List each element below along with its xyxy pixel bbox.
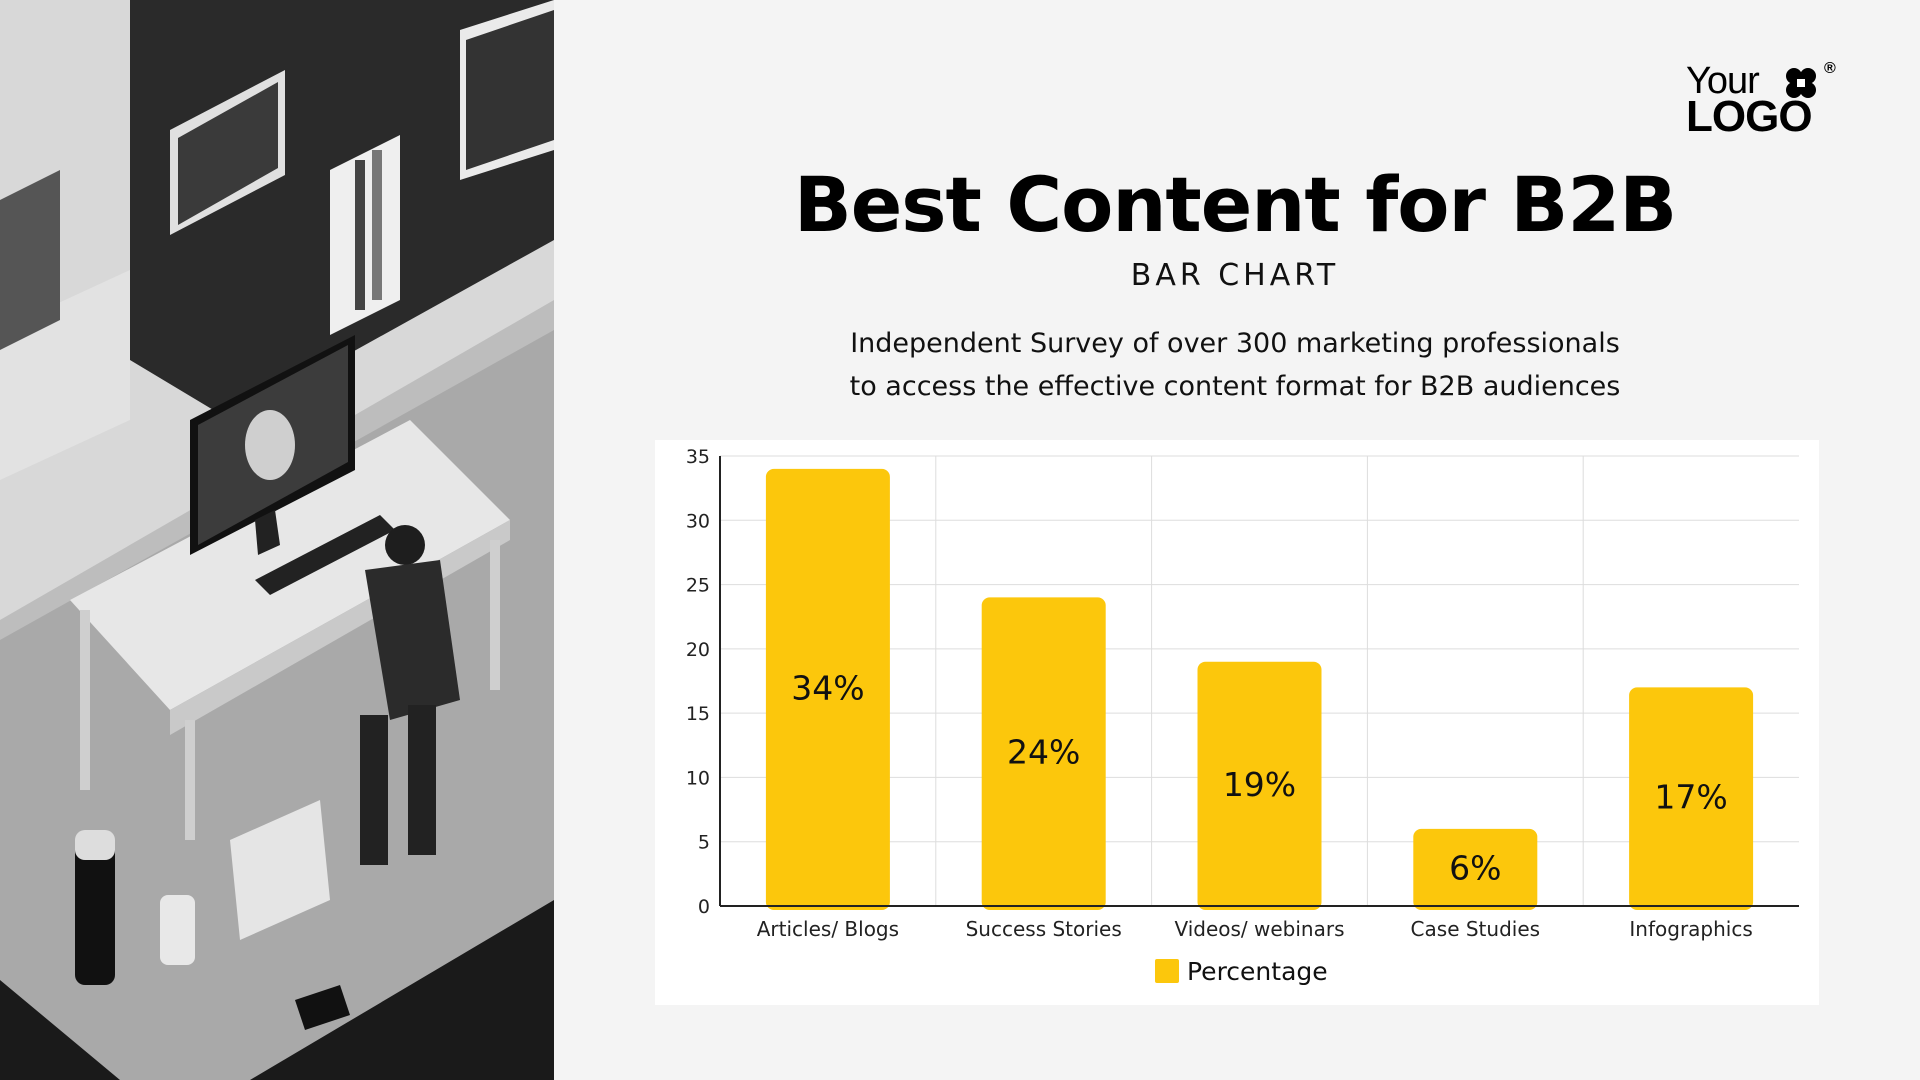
y-tick-label: 5 (698, 832, 710, 854)
y-tick-label: 20 (686, 639, 710, 661)
bar-data-label: 6% (1449, 848, 1501, 887)
description-line-2: to access the effective content format f… (849, 371, 1621, 402)
registered-mark: ® (1824, 60, 1836, 77)
x-tick-label: Articles/ Blogs (757, 917, 899, 941)
bar-data-label: 17% (1654, 778, 1727, 817)
x-tick-label: Infographics (1629, 917, 1752, 941)
brand-logo: Your ® LOGO (1686, 60, 1846, 141)
chart-card: 0 5 10 15 20 25 30 35 34% Articles/ Blogs 24% Succe… (655, 440, 1819, 1005)
y-tick-label: 25 (686, 575, 710, 597)
description-line-1: Independent Survey of over 300 marketing… (850, 328, 1620, 359)
bar (1197, 661, 1322, 910)
y-tick-label: 0 (698, 896, 710, 918)
bar-data-label: 24% (1007, 733, 1080, 772)
logo-line-your: Your (1686, 60, 1760, 102)
bar-chart: 0 5 10 15 20 25 30 35 34% Articles/ Blogs 24% Succe… (686, 446, 1799, 941)
chart-legend: Percentage (1155, 956, 1328, 986)
bar (981, 597, 1106, 910)
bar-data-label: 34% (791, 668, 864, 707)
x-tick-label: Success Stories (966, 917, 1122, 941)
description: Independent Survey of over 300 marketing… (760, 322, 1710, 408)
clover-logo-icon (1786, 68, 1816, 98)
logo-line-logo: LOGO (1686, 92, 1813, 141)
legend-label: Percentage (1187, 956, 1328, 986)
bar (765, 468, 890, 910)
page-subtitle: BAR CHART (1130, 258, 1340, 293)
bar-data-label: 19% (1223, 765, 1296, 804)
y-tick-label: 15 (686, 703, 710, 725)
y-tick-label: 30 (686, 510, 710, 532)
y-tick-label: 35 (686, 446, 710, 468)
page-title: Best Content for B2B (793, 160, 1677, 249)
bar (1413, 828, 1538, 910)
x-tick-label: Videos/ webinars (1174, 917, 1344, 941)
legend-swatch (1155, 959, 1179, 983)
bar (1629, 687, 1754, 910)
x-tick-label: Case Studies (1411, 917, 1541, 941)
y-tick-label: 10 (686, 767, 710, 789)
office-illustration (0, 0, 554, 1080)
